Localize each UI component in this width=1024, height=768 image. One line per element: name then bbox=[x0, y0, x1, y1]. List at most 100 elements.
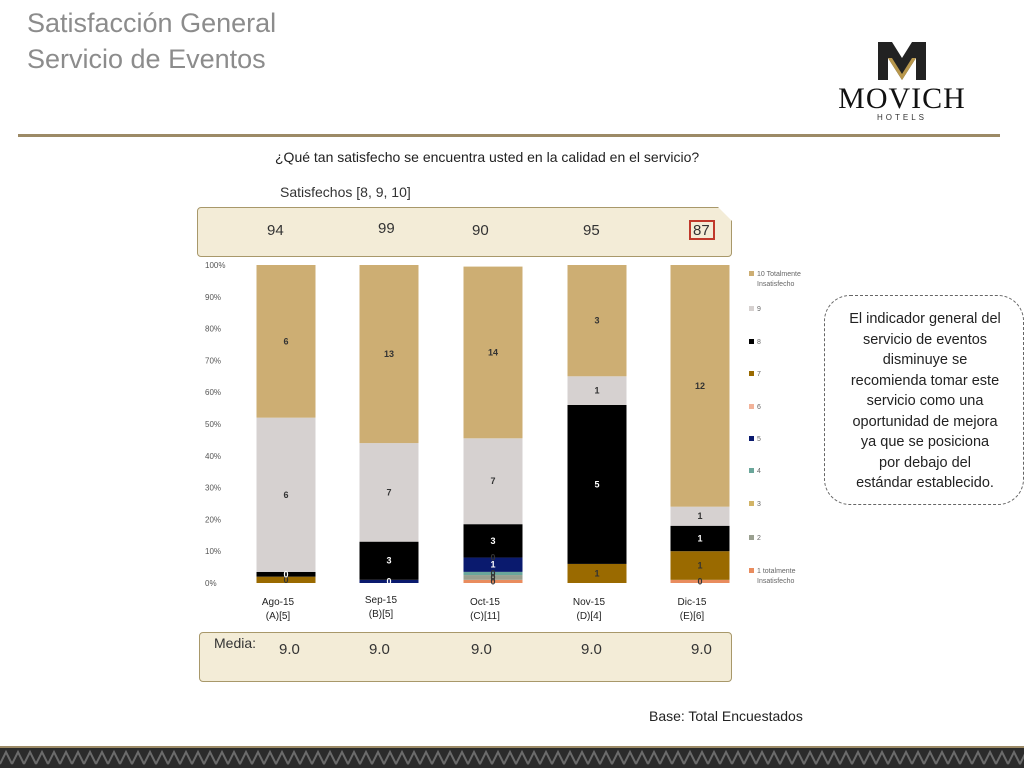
bar-segment bbox=[256, 576, 316, 583]
data-label: 0 bbox=[490, 576, 495, 586]
y-tick-label: 40% bbox=[205, 452, 221, 461]
x-tick-sublabel: (C)[11] bbox=[470, 611, 500, 622]
bar-segment bbox=[463, 557, 523, 572]
x-tick-label: Nov-15 bbox=[573, 597, 606, 608]
insight-line: servicio como una bbox=[866, 393, 984, 409]
bar-segment bbox=[670, 265, 730, 507]
media-value: 9.0 bbox=[369, 641, 390, 658]
data-label: 7 bbox=[386, 487, 391, 497]
data-label: 0 bbox=[490, 553, 495, 563]
y-tick-label: 70% bbox=[205, 356, 221, 365]
satisfied-value: 94 bbox=[267, 222, 284, 239]
data-label: 0 bbox=[283, 569, 288, 579]
y-tick-label: 90% bbox=[205, 293, 221, 302]
data-label: 1 bbox=[697, 561, 702, 571]
legend-label: Insatisfecho bbox=[757, 281, 794, 288]
movich-logo: MOVICH HOTELS bbox=[838, 42, 965, 122]
insight-line: recomienda tomar este bbox=[850, 372, 1000, 389]
satisfied-value: 95 bbox=[583, 222, 600, 239]
bar-segment bbox=[256, 571, 316, 577]
slide-title-line2: Servicio de Eventos bbox=[27, 44, 266, 74]
bar-segment bbox=[359, 541, 419, 580]
legend-swatch bbox=[749, 568, 754, 573]
data-label: 1 bbox=[594, 386, 599, 396]
legend-label: 8 bbox=[757, 339, 761, 346]
media-value: 9.0 bbox=[691, 641, 712, 658]
insight-line: por debajo del bbox=[879, 454, 971, 471]
legend-swatch bbox=[749, 436, 754, 441]
legend-swatch bbox=[749, 535, 754, 540]
legend-label: 7 bbox=[757, 371, 761, 378]
data-label: 7 bbox=[490, 476, 495, 486]
data-label: 6 bbox=[283, 336, 288, 346]
data-label: 1 bbox=[697, 533, 702, 543]
bar-segment bbox=[463, 266, 523, 439]
x-tick-sublabel: (E)[6] bbox=[680, 611, 705, 622]
legend-label: 6 bbox=[757, 404, 761, 411]
data-label: 14 bbox=[488, 347, 498, 357]
media-value: 9.0 bbox=[581, 641, 602, 658]
legend-swatch bbox=[749, 501, 754, 506]
media-value: 9.0 bbox=[279, 641, 300, 658]
slide-title-line1: Satisfacción General bbox=[27, 8, 277, 38]
insight-line: ya que se posiciona bbox=[860, 434, 990, 450]
legend-label: Insatisfecho bbox=[757, 578, 794, 585]
data-label: 0 bbox=[386, 576, 391, 586]
x-tick-label: Sep-15 bbox=[365, 595, 398, 606]
x-tick-sublabel: (A)[5] bbox=[266, 611, 291, 622]
x-tick-sublabel: (B)[5] bbox=[369, 609, 394, 620]
bar-segment bbox=[670, 551, 730, 580]
bar-segment bbox=[567, 265, 627, 377]
data-label: 3 bbox=[490, 536, 495, 546]
bar-segment bbox=[256, 265, 316, 418]
y-tick-label: 30% bbox=[205, 484, 221, 493]
legend-label: 4 bbox=[757, 468, 761, 475]
legend-swatch bbox=[749, 306, 754, 311]
bar-segment bbox=[567, 563, 627, 583]
y-tick-label: 0% bbox=[205, 579, 217, 588]
legend-swatch bbox=[749, 271, 754, 276]
insight-line: disminuye se bbox=[882, 352, 968, 368]
data-label: 0 bbox=[490, 568, 495, 578]
legend-label: 5 bbox=[757, 436, 761, 443]
bar-segment bbox=[463, 438, 523, 525]
highlight-box bbox=[689, 220, 715, 240]
bar-segment bbox=[567, 376, 627, 405]
insight-line: oportunidad de mejora bbox=[852, 413, 998, 430]
x-tick-label: Ago-15 bbox=[262, 597, 295, 608]
insight-line: servicio de eventos bbox=[862, 331, 988, 348]
insight-line: El indicador general del bbox=[849, 311, 1001, 327]
legend-label: 9 bbox=[757, 306, 761, 313]
y-tick-label: 10% bbox=[205, 547, 221, 556]
y-tick-label: 100% bbox=[205, 261, 225, 270]
bar-segment bbox=[567, 404, 627, 564]
data-label: 12 bbox=[695, 381, 705, 391]
legend-label: 3 bbox=[757, 501, 761, 508]
bar-segment bbox=[359, 265, 419, 444]
data-label: 5 bbox=[594, 479, 599, 489]
survey-question: ¿Qué tan satisfecho se encuentra usted e… bbox=[275, 149, 700, 165]
data-label: 13 bbox=[384, 349, 394, 359]
satisfied-value: 99 bbox=[378, 220, 395, 237]
data-label: 6 bbox=[283, 490, 288, 500]
satisfied-panel bbox=[197, 207, 732, 257]
bar-segment bbox=[670, 525, 730, 552]
bar-segment bbox=[359, 443, 419, 542]
bar-segment bbox=[256, 417, 316, 572]
legend-label: 2 bbox=[757, 535, 761, 542]
satisfied-value: 87 bbox=[693, 222, 710, 239]
bar-segment bbox=[463, 571, 523, 576]
data-label: 1 bbox=[490, 560, 495, 570]
bar-segment bbox=[463, 524, 523, 558]
legend-swatch bbox=[749, 371, 754, 376]
data-label: 3 bbox=[386, 556, 391, 566]
legend-swatch bbox=[749, 468, 754, 473]
legend-swatch bbox=[749, 404, 754, 409]
x-tick-label: Dic-15 bbox=[678, 597, 707, 608]
y-tick-label: 50% bbox=[205, 420, 221, 429]
data-label: 1 bbox=[594, 568, 599, 578]
x-tick-sublabel: (D)[4] bbox=[577, 611, 602, 622]
y-tick-label: 80% bbox=[205, 325, 221, 334]
insight-line: estándar establecido. bbox=[856, 475, 994, 491]
